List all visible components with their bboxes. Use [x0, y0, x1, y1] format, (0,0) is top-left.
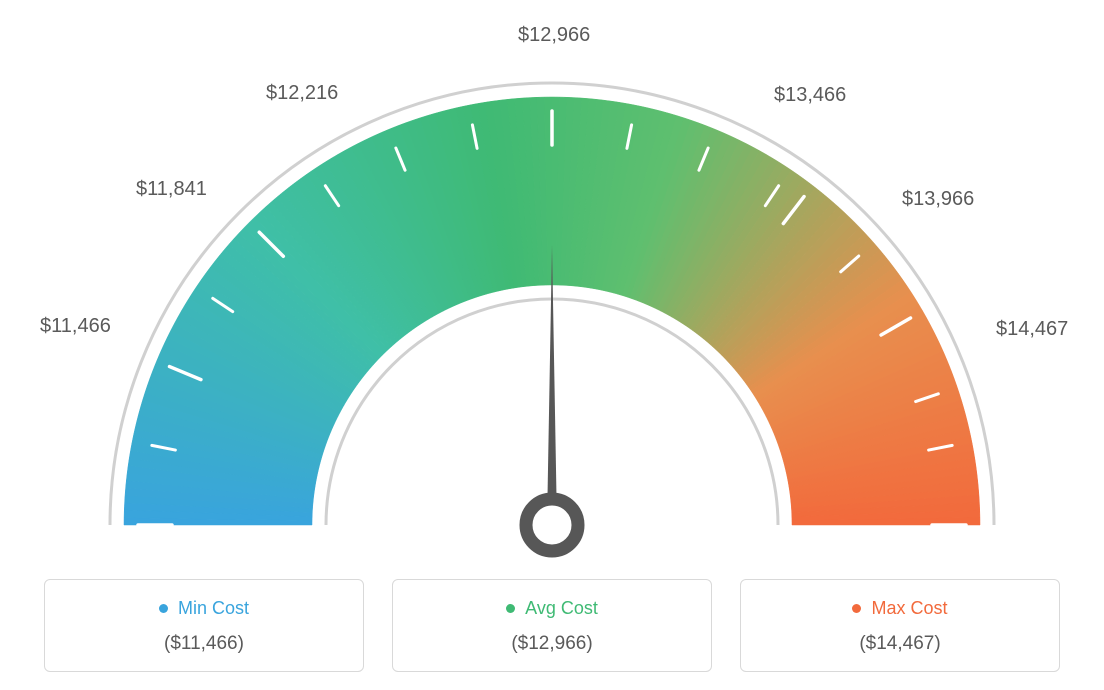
- min-cost-card: Min Cost ($11,466): [44, 579, 364, 672]
- dot-icon: [852, 604, 861, 613]
- dot-icon: [506, 604, 515, 613]
- gauge-tick-label: $12,966: [518, 24, 590, 47]
- avg-cost-card: Avg Cost ($12,966): [392, 579, 712, 672]
- avg-cost-value: ($12,966): [393, 633, 711, 655]
- min-cost-value: ($11,466): [45, 633, 363, 655]
- max-cost-title: Max Cost: [852, 598, 947, 619]
- max-cost-label: Max Cost: [871, 598, 947, 619]
- min-cost-label: Min Cost: [178, 598, 249, 619]
- summary-cards: Min Cost ($11,466) Avg Cost ($12,966) Ma…: [44, 579, 1060, 672]
- min-cost-title: Min Cost: [159, 598, 249, 619]
- avg-cost-title: Avg Cost: [506, 598, 598, 619]
- gauge-tick-label: $13,466: [774, 84, 846, 107]
- gauge-tick-label: $11,841: [136, 178, 207, 201]
- gauge-tick-label: $13,966: [902, 188, 974, 211]
- gauge-svg: [52, 30, 1052, 590]
- avg-cost-label: Avg Cost: [525, 598, 598, 619]
- gauge-tick-label: $14,467: [996, 318, 1068, 341]
- max-cost-card: Max Cost ($14,467): [740, 579, 1060, 672]
- dot-icon: [159, 604, 168, 613]
- gauge-tick-label: $12,216: [266, 82, 338, 105]
- gauge-chart: $11,466$11,841$12,216$12,966$13,466$13,9…: [52, 30, 1052, 570]
- max-cost-value: ($14,467): [741, 633, 1059, 655]
- gauge-tick-label: $11,466: [40, 315, 111, 338]
